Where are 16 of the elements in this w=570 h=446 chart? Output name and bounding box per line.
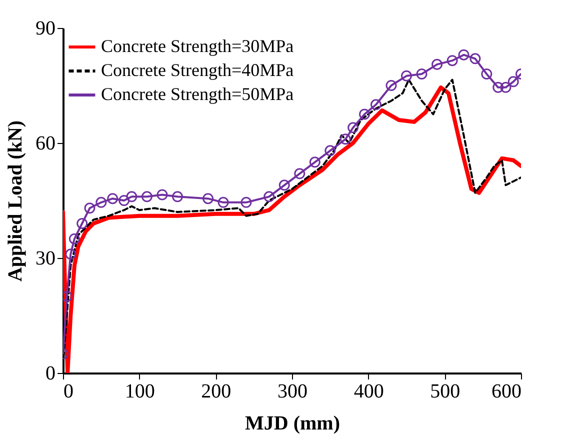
x-tick-label: 300 xyxy=(278,380,308,402)
x-axis-title: MJD (mm) xyxy=(245,412,340,434)
legend-label: Concrete Strength=50MPa xyxy=(101,84,294,104)
x-tick-label: 200 xyxy=(201,380,232,402)
y-tick-label: 0 xyxy=(46,362,56,384)
x-tick-label: 0 xyxy=(64,380,74,402)
x-tick-label: 400 xyxy=(354,380,384,402)
legend-label: Concrete Strength=30MPa xyxy=(101,36,294,56)
x-tick-label: 100 xyxy=(124,380,155,402)
x-tick-label: 600 xyxy=(492,380,522,402)
y-tick-label: 30 xyxy=(36,248,56,270)
y-axis-title: Applied Load (kN) xyxy=(4,120,26,282)
legend-label: Concrete Strength=40MPa xyxy=(101,60,294,80)
y-tick-label: 90 xyxy=(36,18,56,40)
x-tick-label: 500 xyxy=(430,380,460,402)
y-tick-label: 60 xyxy=(36,132,56,154)
